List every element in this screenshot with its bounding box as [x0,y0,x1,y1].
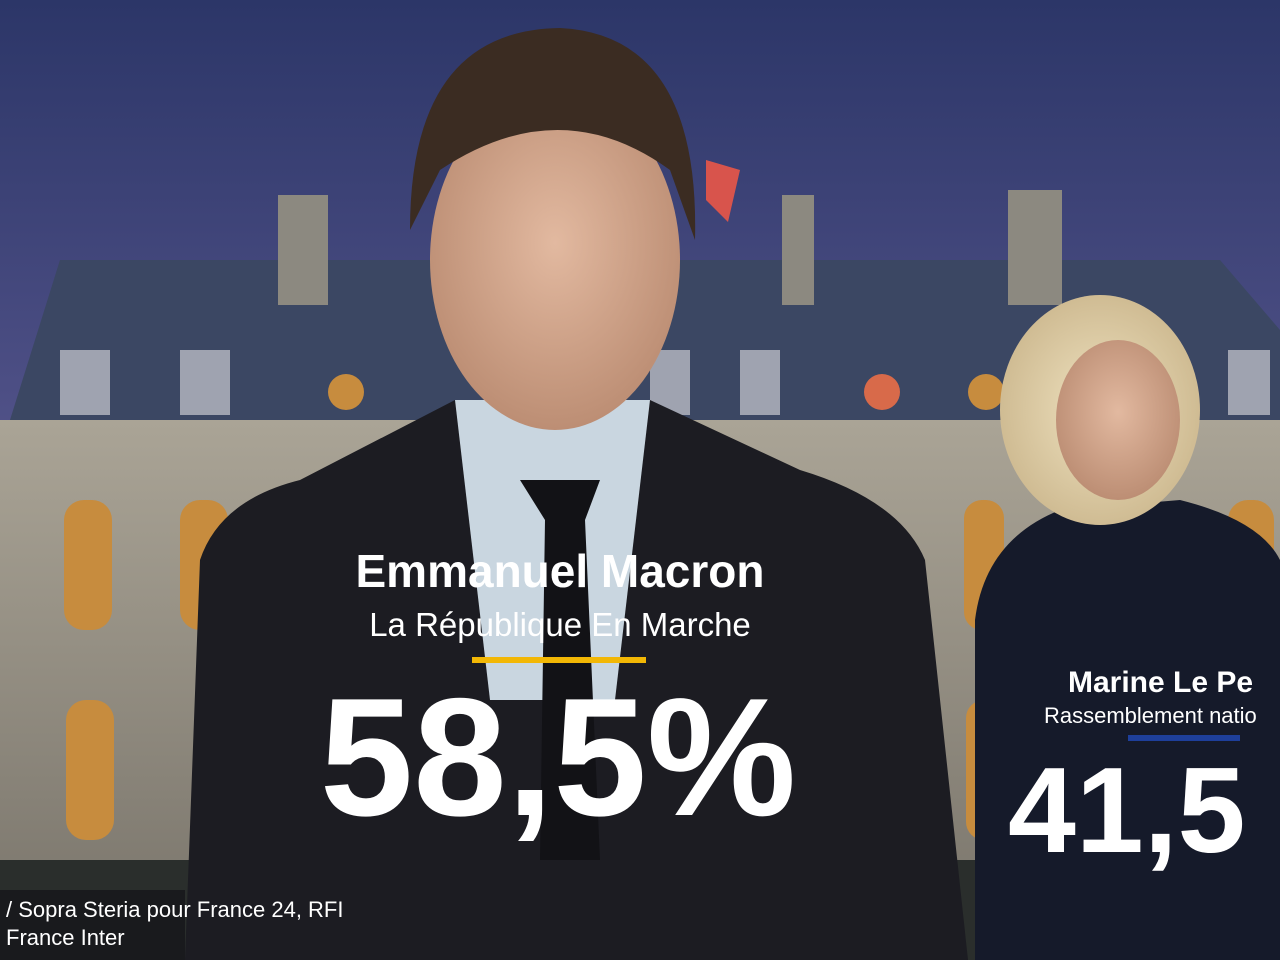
chimney [1008,190,1062,305]
score: 41,5 [1008,742,1245,878]
flag [706,160,740,222]
accent-bar [1128,735,1240,741]
face [430,90,680,430]
source-line: France Inter [6,925,125,950]
accent-bar [472,657,646,663]
jacket [975,500,1280,960]
source-backdrop [0,890,185,960]
hair [410,28,696,240]
party-name: La République En Marche [369,606,751,643]
dormers [60,350,1270,415]
tie [520,480,600,860]
party-name: Rassemblement natio [1044,703,1257,728]
source-line: / Sopra Steria pour France 24, RFI [6,897,344,922]
score: 58,5% [320,663,796,851]
chimney [278,195,328,305]
candidate-name: Emmanuel Macron [356,545,765,597]
face [1056,340,1180,500]
candidate-name: Marine Le Pe [1068,666,1253,699]
chimney [782,195,814,305]
